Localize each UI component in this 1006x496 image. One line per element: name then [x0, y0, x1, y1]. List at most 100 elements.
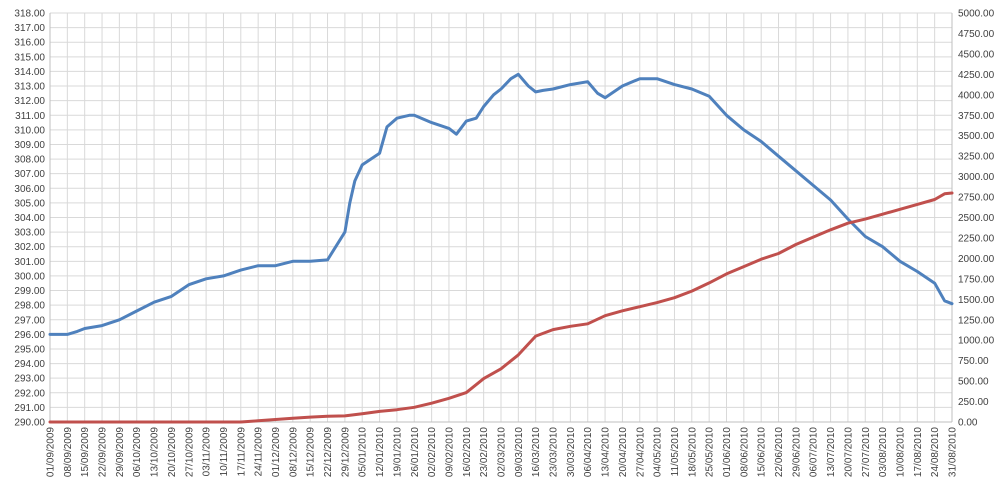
x-tick-label: 15/12/2009 [306, 427, 317, 477]
left-tick-label: 302.00 [14, 242, 45, 253]
left-tick-label: 294.00 [14, 359, 45, 370]
x-tick-label: 04/05/2010 [653, 427, 664, 477]
left-tick-label: 301.00 [14, 257, 45, 268]
left-tick-label: 293.00 [14, 374, 45, 385]
left-tick-label: 290.00 [14, 418, 45, 429]
x-tick-label: 06/07/2010 [809, 427, 820, 477]
left-tick-label: 299.00 [14, 286, 45, 297]
x-axis-ticks: 01/09/2009 08/09/2009 15/09/2009 22/09/2009… [46, 427, 959, 477]
right-tick-label: 4250.00 [958, 70, 995, 81]
right-tick-label: 3750.00 [958, 111, 995, 122]
right-tick-label: 2000.00 [958, 254, 995, 265]
x-tick-label: 08/09/2009 [63, 427, 74, 477]
left-tick-label: 312.00 [14, 96, 45, 107]
right-tick-label: 2250.00 [958, 233, 995, 244]
right-tick-label: 250.00 [958, 397, 989, 408]
right-tick-label: 4500.00 [958, 49, 995, 60]
left-tick-label: 318.00 [14, 9, 45, 20]
left-tick-label: 300.00 [14, 271, 45, 282]
series-line-right-axis [48, 191, 954, 424]
x-tick-label: 27/04/2010 [635, 427, 646, 477]
x-tick-label: 24/11/2009 [254, 427, 265, 477]
x-tick-label: 15/09/2009 [80, 427, 91, 477]
left-tick-label: 291.00 [14, 403, 45, 414]
left-tick-label: 298.00 [14, 301, 45, 312]
x-tick-label: 27/10/2009 [184, 427, 195, 477]
series-lines [48, 72, 954, 424]
x-tick-label: 31/08/2010 [948, 427, 959, 477]
x-tick-label: 20/10/2009 [167, 427, 178, 477]
right-tick-label: 3250.00 [958, 152, 995, 163]
x-tick-label: 16/03/2010 [531, 427, 542, 477]
x-tick-label: 10/11/2009 [219, 427, 230, 477]
x-tick-label: 12/01/2010 [375, 427, 386, 477]
x-tick-label: 03/08/2010 [878, 427, 889, 477]
x-tick-label: 25/05/2010 [705, 427, 716, 477]
x-tick-label: 13/10/2009 [150, 427, 161, 477]
right-tick-label: 1250.00 [958, 315, 995, 326]
left-tick-label: 304.00 [14, 213, 45, 224]
x-tick-label: 08/06/2010 [739, 427, 750, 477]
right-tick-label: 4000.00 [958, 90, 995, 101]
x-tick-label: 01/06/2010 [722, 427, 733, 477]
x-tick-label: 06/10/2009 [132, 427, 143, 477]
right-tick-label: 500.00 [958, 377, 989, 388]
right-tick-label: 5000.00 [958, 9, 995, 20]
x-tick-label: 23/03/2010 [549, 427, 560, 477]
x-tick-label: 05/01/2010 [358, 427, 369, 477]
x-tick-label: 19/01/2010 [392, 427, 403, 477]
left-tick-label: 311.00 [15, 111, 45, 122]
x-tick-label: 30/03/2010 [566, 427, 577, 477]
x-tick-label: 13/07/2010 [826, 427, 837, 477]
right-tick-label: 3500.00 [958, 131, 995, 142]
left-tick-label: 297.00 [14, 315, 45, 326]
x-tick-label: 08/12/2009 [288, 427, 299, 477]
x-tick-label: 09/03/2010 [514, 427, 525, 477]
x-tick-label: 11/05/2010 [670, 427, 681, 477]
x-tick-label: 24/08/2010 [930, 427, 941, 477]
left-tick-label: 296.00 [14, 330, 45, 341]
x-tick-label: 01/09/2009 [46, 427, 57, 477]
left-tick-label: 315.00 [14, 52, 45, 63]
left-tick-label: 316.00 [14, 38, 45, 49]
x-tick-label: 13/04/2010 [601, 427, 612, 477]
left-tick-label: 306.00 [14, 184, 45, 195]
left-tick-label: 308.00 [14, 155, 45, 166]
left-tick-label: 307.00 [14, 169, 45, 180]
right-tick-label: 0.00 [958, 418, 978, 429]
left-tick-label: 313.00 [14, 82, 45, 93]
x-tick-label: 20/07/2010 [843, 427, 854, 477]
x-tick-label: 09/02/2010 [444, 427, 455, 477]
x-tick-label: 02/02/2010 [427, 427, 438, 477]
left-tick-label: 314.00 [14, 67, 45, 78]
gridlines [49, 12, 953, 423]
x-tick-label: 22/12/2009 [323, 427, 334, 477]
right-tick-label: 4750.00 [958, 29, 995, 40]
left-tick-label: 292.00 [14, 388, 45, 399]
left-tick-label: 305.00 [14, 198, 45, 209]
left-tick-label: 309.00 [14, 140, 45, 151]
x-tick-label: 29/06/2010 [791, 427, 802, 477]
left-tick-label: 317.00 [14, 23, 45, 34]
right-tick-label: 1500.00 [958, 295, 995, 306]
x-tick-label: 17/08/2010 [913, 427, 924, 477]
series-line-left-axis [48, 72, 954, 336]
x-tick-label: 01/12/2009 [271, 427, 282, 477]
x-tick-label: 26/01/2010 [410, 427, 421, 477]
right-tick-label: 3000.00 [958, 172, 995, 183]
x-tick-label: 16/02/2010 [462, 427, 473, 477]
right-tick-label: 1750.00 [958, 274, 995, 285]
left-tick-label: 303.00 [14, 228, 45, 239]
x-tick-label: 18/05/2010 [687, 427, 698, 477]
x-tick-label: 06/04/2010 [583, 427, 594, 477]
x-tick-label: 15/06/2010 [757, 427, 768, 477]
left-tick-label: 295.00 [14, 344, 45, 355]
x-tick-label: 29/12/2009 [340, 427, 351, 477]
x-tick-label: 02/03/2010 [497, 427, 508, 477]
x-tick-label: 10/08/2010 [895, 427, 906, 477]
right-tick-label: 750.00 [958, 356, 989, 367]
x-tick-label: 17/11/2009 [236, 427, 247, 477]
x-tick-label: 22/09/2009 [98, 427, 109, 477]
